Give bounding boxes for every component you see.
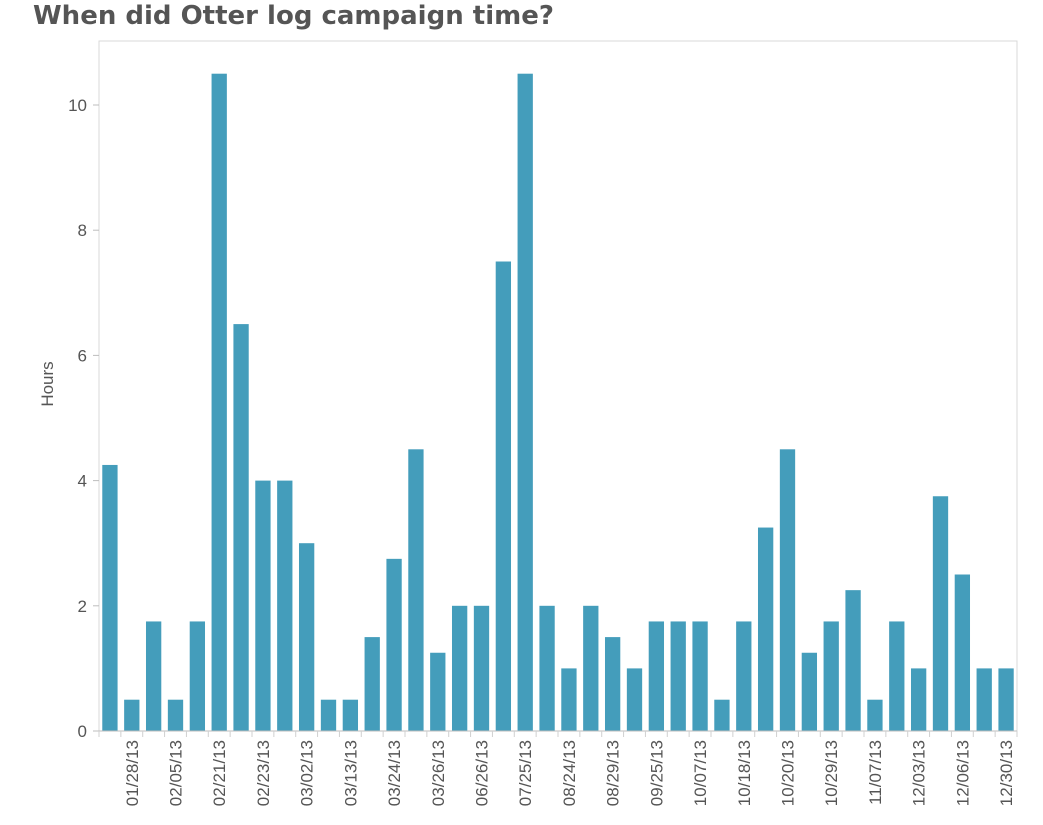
bar (561, 668, 577, 731)
bar (779, 449, 796, 731)
x-tick-label: 09/25/13 (647, 740, 666, 806)
bar (998, 668, 1014, 731)
bar (102, 464, 118, 731)
x-tick-label: 03/24/13 (385, 740, 404, 806)
bar (386, 558, 402, 731)
x-tick-label: 10/07/13 (691, 740, 710, 806)
bar (277, 480, 293, 731)
bar (648, 621, 665, 731)
y-tick-label: 8 (78, 221, 87, 240)
bars (102, 73, 1014, 731)
bar (408, 449, 424, 731)
bar (189, 621, 206, 731)
bar (889, 621, 905, 731)
bar (145, 621, 162, 731)
bar (583, 605, 599, 731)
bar (517, 73, 533, 731)
bar (320, 699, 337, 731)
x-tick-label: 10/18/13 (735, 740, 754, 806)
x-tick-label: 03/02/13 (298, 740, 317, 806)
y-tick-label: 10 (68, 96, 87, 115)
y-tick-label: 4 (78, 472, 87, 491)
y-tick-label: 2 (78, 597, 87, 616)
bar (954, 574, 971, 731)
x-tick-label: 10/29/13 (822, 740, 841, 806)
bar (342, 699, 359, 731)
bar (714, 699, 730, 731)
bar (845, 590, 861, 731)
x-tick-label: 12/06/13 (953, 740, 972, 806)
bar (604, 637, 621, 731)
x-tick-label: 03/13/13 (341, 740, 360, 806)
bar (910, 668, 927, 731)
bar (539, 605, 555, 731)
bar (211, 73, 227, 731)
y-axis-title: Hours (38, 361, 57, 406)
bar (364, 637, 380, 731)
y-tick-label: 6 (78, 346, 87, 365)
bar (976, 668, 992, 731)
x-tick-label: 02/23/13 (254, 740, 273, 806)
bar (626, 668, 643, 731)
y-tick-label: 0 (78, 722, 87, 741)
x-tick-label: 02/05/13 (167, 740, 186, 806)
x-tick-label: 06/26/13 (473, 740, 492, 806)
x-tick-label: 10/20/13 (779, 740, 798, 806)
bar (124, 699, 140, 731)
bar (736, 621, 752, 731)
bar (867, 699, 883, 731)
bar (692, 621, 708, 731)
x-tick-label: 02/21/13 (210, 740, 229, 806)
x-tick-label: 03/26/13 (429, 740, 448, 806)
chart-title: When did Otter log campaign time? (33, 1, 554, 31)
bar (757, 527, 774, 731)
x-tick-label: 08/29/13 (604, 740, 623, 806)
bar (670, 621, 686, 731)
x-tick-label: 07/25/13 (516, 740, 535, 806)
bar (255, 480, 271, 731)
x-tick-label: 01/28/13 (123, 740, 142, 806)
x-tick-label: 12/03/13 (910, 740, 929, 806)
bar (823, 621, 839, 731)
y-axis: 0 2 4 6 8 10 (68, 96, 99, 741)
bar (233, 324, 249, 731)
bar (451, 605, 468, 731)
bar (430, 652, 446, 731)
bar (298, 543, 315, 731)
bar (473, 605, 490, 731)
x-tick-label: 08/24/13 (560, 740, 579, 806)
x-tick-label: 11/07/13 (866, 740, 885, 805)
bar (801, 652, 818, 731)
bar (932, 496, 949, 731)
x-axis: 01/28/13 02/05/13 02/21/13 02/23/13 03/02/13… (98, 730, 1018, 806)
bar (167, 699, 184, 731)
x-tick-label: 12/30/13 (997, 740, 1016, 806)
bar (495, 261, 512, 731)
